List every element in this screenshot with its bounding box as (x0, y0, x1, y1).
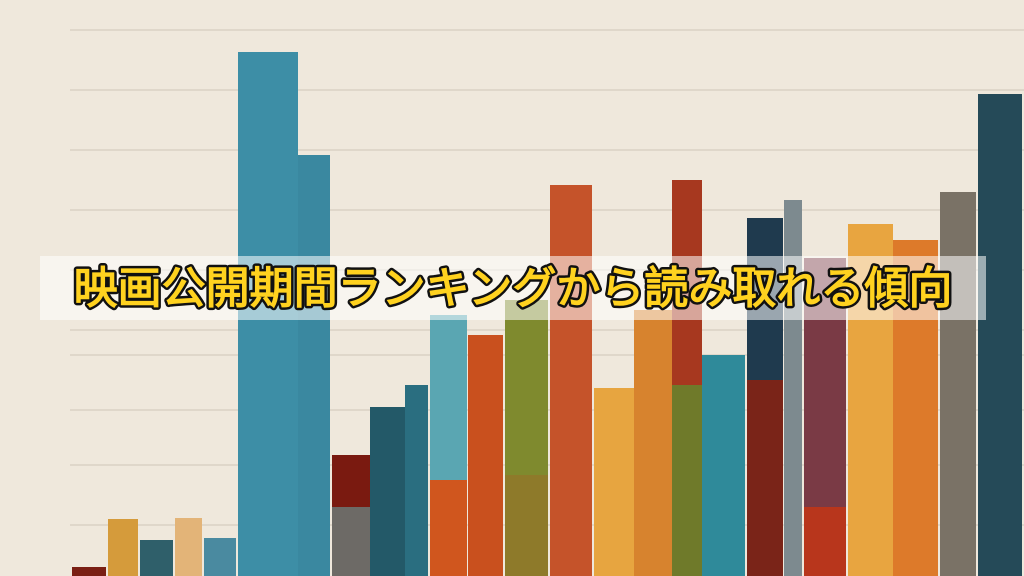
decorative-bar (204, 538, 236, 576)
decorative-bar-segment (747, 380, 783, 576)
decorative-bar (978, 94, 1022, 576)
decorative-bar (370, 407, 405, 576)
decorative-bar (405, 385, 428, 576)
decorative-bar (108, 519, 138, 576)
decorative-bar (702, 355, 745, 576)
decorative-bar-segment (430, 480, 467, 576)
decorative-bar (175, 518, 202, 576)
decorative-bar (298, 155, 330, 576)
title: 映画公開期間ランキングから読み取れる傾向 (74, 263, 953, 314)
decorative-bar (72, 567, 106, 576)
decorative-bar (550, 185, 592, 576)
decorative-bar-segment (804, 507, 846, 576)
decorative-bar (140, 540, 173, 576)
decorative-bar (468, 335, 503, 576)
decorative-bar-segment (332, 507, 370, 576)
decorative-bar (634, 310, 672, 576)
decorative-bar (594, 388, 634, 576)
decorative-bar-segment (672, 385, 702, 576)
decorative-bar-segment (505, 475, 548, 576)
title-band (40, 256, 986, 320)
decorative-bar (940, 192, 976, 576)
